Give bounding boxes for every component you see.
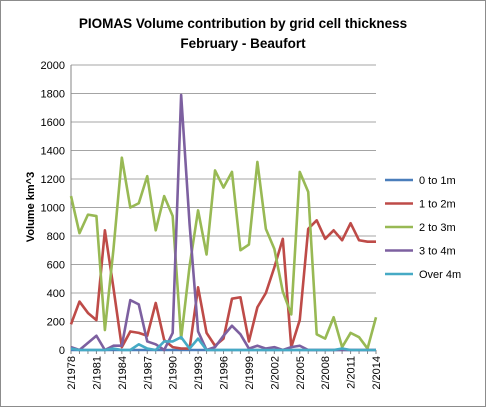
series-line-1	[69, 219, 376, 350]
legend-label: 3 to 4m	[419, 246, 456, 258]
x-tick-label: 2/1999	[244, 356, 256, 390]
legend-label: 0 to 1m	[419, 175, 456, 187]
chart-subtitle: February - Beaufort	[180, 36, 306, 51]
y-tick-label: 0	[59, 345, 65, 357]
y-axis-title: Volume km^3	[25, 172, 37, 242]
x-tick-label: 2/1990	[168, 356, 180, 390]
y-tick-label: 1000	[41, 203, 65, 215]
x-tick-label: 2/2008	[320, 356, 332, 390]
x-tick-label: 2/1984	[117, 356, 129, 390]
x-tick-labels: 2/1978 2/1981 2/1984 2/1987 2/1990 2/1993 2/19…	[66, 356, 383, 390]
x-tick-label: 2/1987	[142, 356, 154, 390]
legend-label: 1 to 2m	[419, 199, 456, 211]
y-tick-label: 1600	[41, 117, 65, 129]
x-tick-label: 2/2005	[295, 356, 307, 390]
legend-label: 2 to 3m	[419, 222, 456, 234]
series-line-2	[69, 156, 378, 350]
x-tick-label: 2/1978	[66, 356, 78, 390]
gridlines	[71, 64, 376, 351]
x-tick-label: 2/1996	[219, 356, 231, 390]
data-series	[69, 93, 378, 352]
y-tick-label: 1400	[41, 146, 65, 158]
legend: 0 to 1m 1 to 2m 2 to 3m 3 to 4m Over 4m	[385, 175, 461, 281]
x-tick-label: 2/1981	[91, 356, 103, 390]
y-tick-label: 2000	[41, 60, 65, 72]
x-tick-label: 2/2011	[346, 356, 358, 389]
series-line-4	[70, 335, 376, 352]
y-tick-label: 1200	[41, 174, 65, 186]
y-tick-label: 1800	[41, 89, 65, 101]
legend-label: Over 4m	[419, 269, 461, 281]
x-tick-label: 2/2002	[269, 356, 281, 390]
x-tick-label: 2/1993	[193, 356, 205, 390]
y-tick-labels: 0 200 400 600 800 1000 1200 1400 1600 1800 2000	[41, 60, 65, 357]
chart-title: PIOMAS Volume contribution by grid cell …	[79, 16, 407, 31]
y-tick-label: 800	[47, 231, 65, 243]
y-tick-label: 200	[47, 317, 65, 329]
y-tick-label: 600	[47, 260, 65, 272]
y-tick-label: 400	[47, 288, 65, 300]
x-tick-label: 2/2014	[371, 356, 383, 390]
